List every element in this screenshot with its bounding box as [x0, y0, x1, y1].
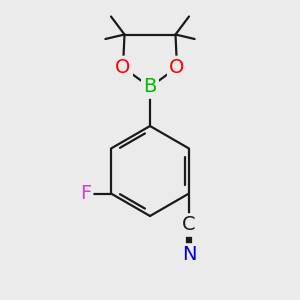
- Text: C: C: [182, 215, 196, 235]
- Text: O: O: [115, 58, 131, 77]
- Text: N: N: [182, 245, 196, 265]
- Text: B: B: [143, 77, 157, 97]
- Text: F: F: [80, 184, 91, 203]
- Text: O: O: [169, 58, 185, 77]
